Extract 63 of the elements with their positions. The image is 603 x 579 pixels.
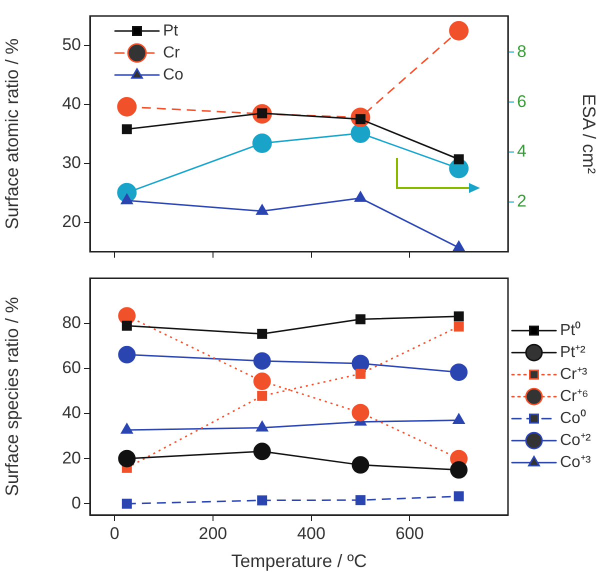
- y-tick-label: 20: [62, 212, 81, 232]
- point: [350, 124, 370, 144]
- point: [352, 456, 370, 474]
- legend-label: Pt⁰: [560, 321, 582, 340]
- point: [352, 404, 370, 422]
- y-tick-label: 80: [62, 312, 81, 332]
- point: [253, 372, 271, 390]
- point: [449, 20, 469, 40]
- legend-label: Co⁺²: [560, 432, 592, 450]
- y-tick-label: 40: [62, 94, 81, 114]
- y2-tick-label: 8: [517, 42, 526, 61]
- point: [120, 194, 133, 204]
- legend-label: Pt⁺²: [560, 344, 586, 362]
- x-tick-label: 600: [395, 524, 424, 543]
- point: [257, 328, 268, 339]
- point: [120, 423, 133, 434]
- x-tick-label: 200: [198, 524, 228, 543]
- point: [253, 442, 271, 460]
- point: [256, 204, 268, 215]
- legend-label: Co: [163, 66, 184, 84]
- point: [117, 97, 137, 117]
- y-tick-label: 60: [62, 358, 81, 378]
- y2-tick-label: 6: [517, 92, 526, 111]
- point: [355, 368, 366, 379]
- y-axis-title: Surface atomic ratio / %: [2, 38, 22, 230]
- point: [354, 191, 366, 202]
- y-tick-label: 30: [62, 153, 81, 172]
- legend-label: Cr: [163, 44, 181, 62]
- point: [253, 352, 271, 370]
- point: [454, 491, 464, 502]
- x-tick-label: 0: [110, 524, 120, 543]
- y-tick-label: 0: [72, 493, 81, 512]
- legend-label: Pt: [163, 22, 179, 40]
- point: [257, 390, 268, 401]
- point: [252, 134, 272, 154]
- point: [454, 311, 464, 322]
- point: [257, 495, 268, 506]
- y2-tick-label: 2: [517, 192, 526, 211]
- point: [355, 495, 366, 506]
- point: [454, 321, 464, 332]
- point: [355, 314, 366, 324]
- point: [118, 450, 136, 468]
- point: [118, 346, 136, 364]
- y-tick-label: 40: [62, 403, 81, 422]
- y2-tick-label: 4: [517, 142, 526, 161]
- y-tick-label: 20: [62, 448, 81, 468]
- y-axis-title: Surface species ratio / %: [2, 297, 22, 496]
- legend-label: Cr⁺⁶: [560, 388, 588, 406]
- point: [452, 414, 465, 424]
- point: [450, 461, 468, 479]
- y2-axis-title: ESA / cm²: [579, 94, 600, 174]
- point: [122, 124, 132, 134]
- legend-label: Co⁺³: [560, 454, 592, 472]
- point: [450, 363, 468, 381]
- point: [122, 320, 132, 331]
- legend-label: Cr⁺³: [560, 366, 588, 384]
- x-axis-title: Temperature / ºC: [231, 551, 367, 572]
- point: [454, 154, 464, 164]
- x-tick-label: 400: [297, 524, 326, 543]
- point: [452, 240, 465, 252]
- y-tick-label: 50: [62, 35, 81, 54]
- legend-label: Co⁰: [560, 409, 586, 428]
- point: [122, 498, 132, 509]
